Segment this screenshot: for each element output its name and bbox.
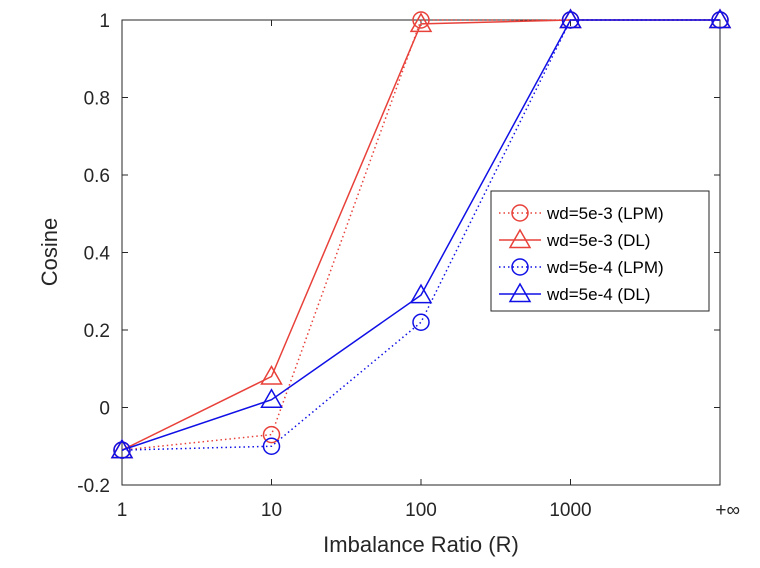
data-point	[409, 12, 433, 33]
data-point	[262, 437, 281, 455]
data-point	[409, 283, 433, 304]
legend-label: wd=5e-3 (DL)	[546, 231, 650, 250]
legend-marker	[511, 204, 529, 222]
legend-label: wd=5e-3 (LPM)	[546, 204, 664, 223]
data-point	[412, 313, 430, 331]
series-line	[121, 19, 720, 451]
x-tick-label: 1	[117, 500, 128, 521]
legend: wd=5e-3 (LPM) wd=5e-3 (DL) wd=5e-4 (LPM) wd…	[490, 190, 710, 312]
x-axis-title: Imbalance Ratio (R)	[323, 532, 519, 557]
data-point	[260, 388, 283, 408]
x-tick-label: 100	[405, 500, 437, 521]
x-axis: 1 10 100 1000 +∞	[117, 20, 740, 521]
series-layer	[110, 8, 732, 459]
y-tick-label: 0	[99, 399, 110, 420]
y-tick-label: 0.2	[84, 321, 110, 342]
legend-box	[490, 190, 710, 312]
x-tick-label: 1000	[549, 500, 591, 521]
y-axis: -0.2 0 0.2 0.4 0.6 0.8 1	[77, 11, 720, 497]
legend-label: wd=5e-4 (LPM)	[546, 258, 664, 277]
x-tick-label: 10	[261, 500, 282, 521]
data-point	[412, 11, 430, 29]
y-tick-label: 1	[99, 11, 110, 32]
data-point	[260, 364, 283, 385]
y-axis-title: Cosine	[37, 218, 62, 286]
series-line	[121, 19, 720, 451]
data-point	[110, 438, 134, 459]
data-point	[559, 8, 582, 29]
y-tick-label: -0.2	[77, 476, 110, 497]
legend-marker	[508, 228, 532, 249]
legend-marker	[508, 282, 532, 303]
series-4	[110, 8, 732, 459]
legend-label: wd=5e-4 (DL)	[546, 285, 650, 304]
series-line	[121, 19, 720, 451]
legend-marker	[511, 258, 529, 276]
y-tick-label: 0.6	[84, 166, 110, 187]
data-point	[708, 8, 732, 29]
y-tick-label: 0.8	[84, 89, 110, 110]
data-point	[262, 425, 281, 444]
x-tick-label: +∞	[715, 500, 740, 521]
y-tick-label: 0.4	[84, 244, 111, 265]
